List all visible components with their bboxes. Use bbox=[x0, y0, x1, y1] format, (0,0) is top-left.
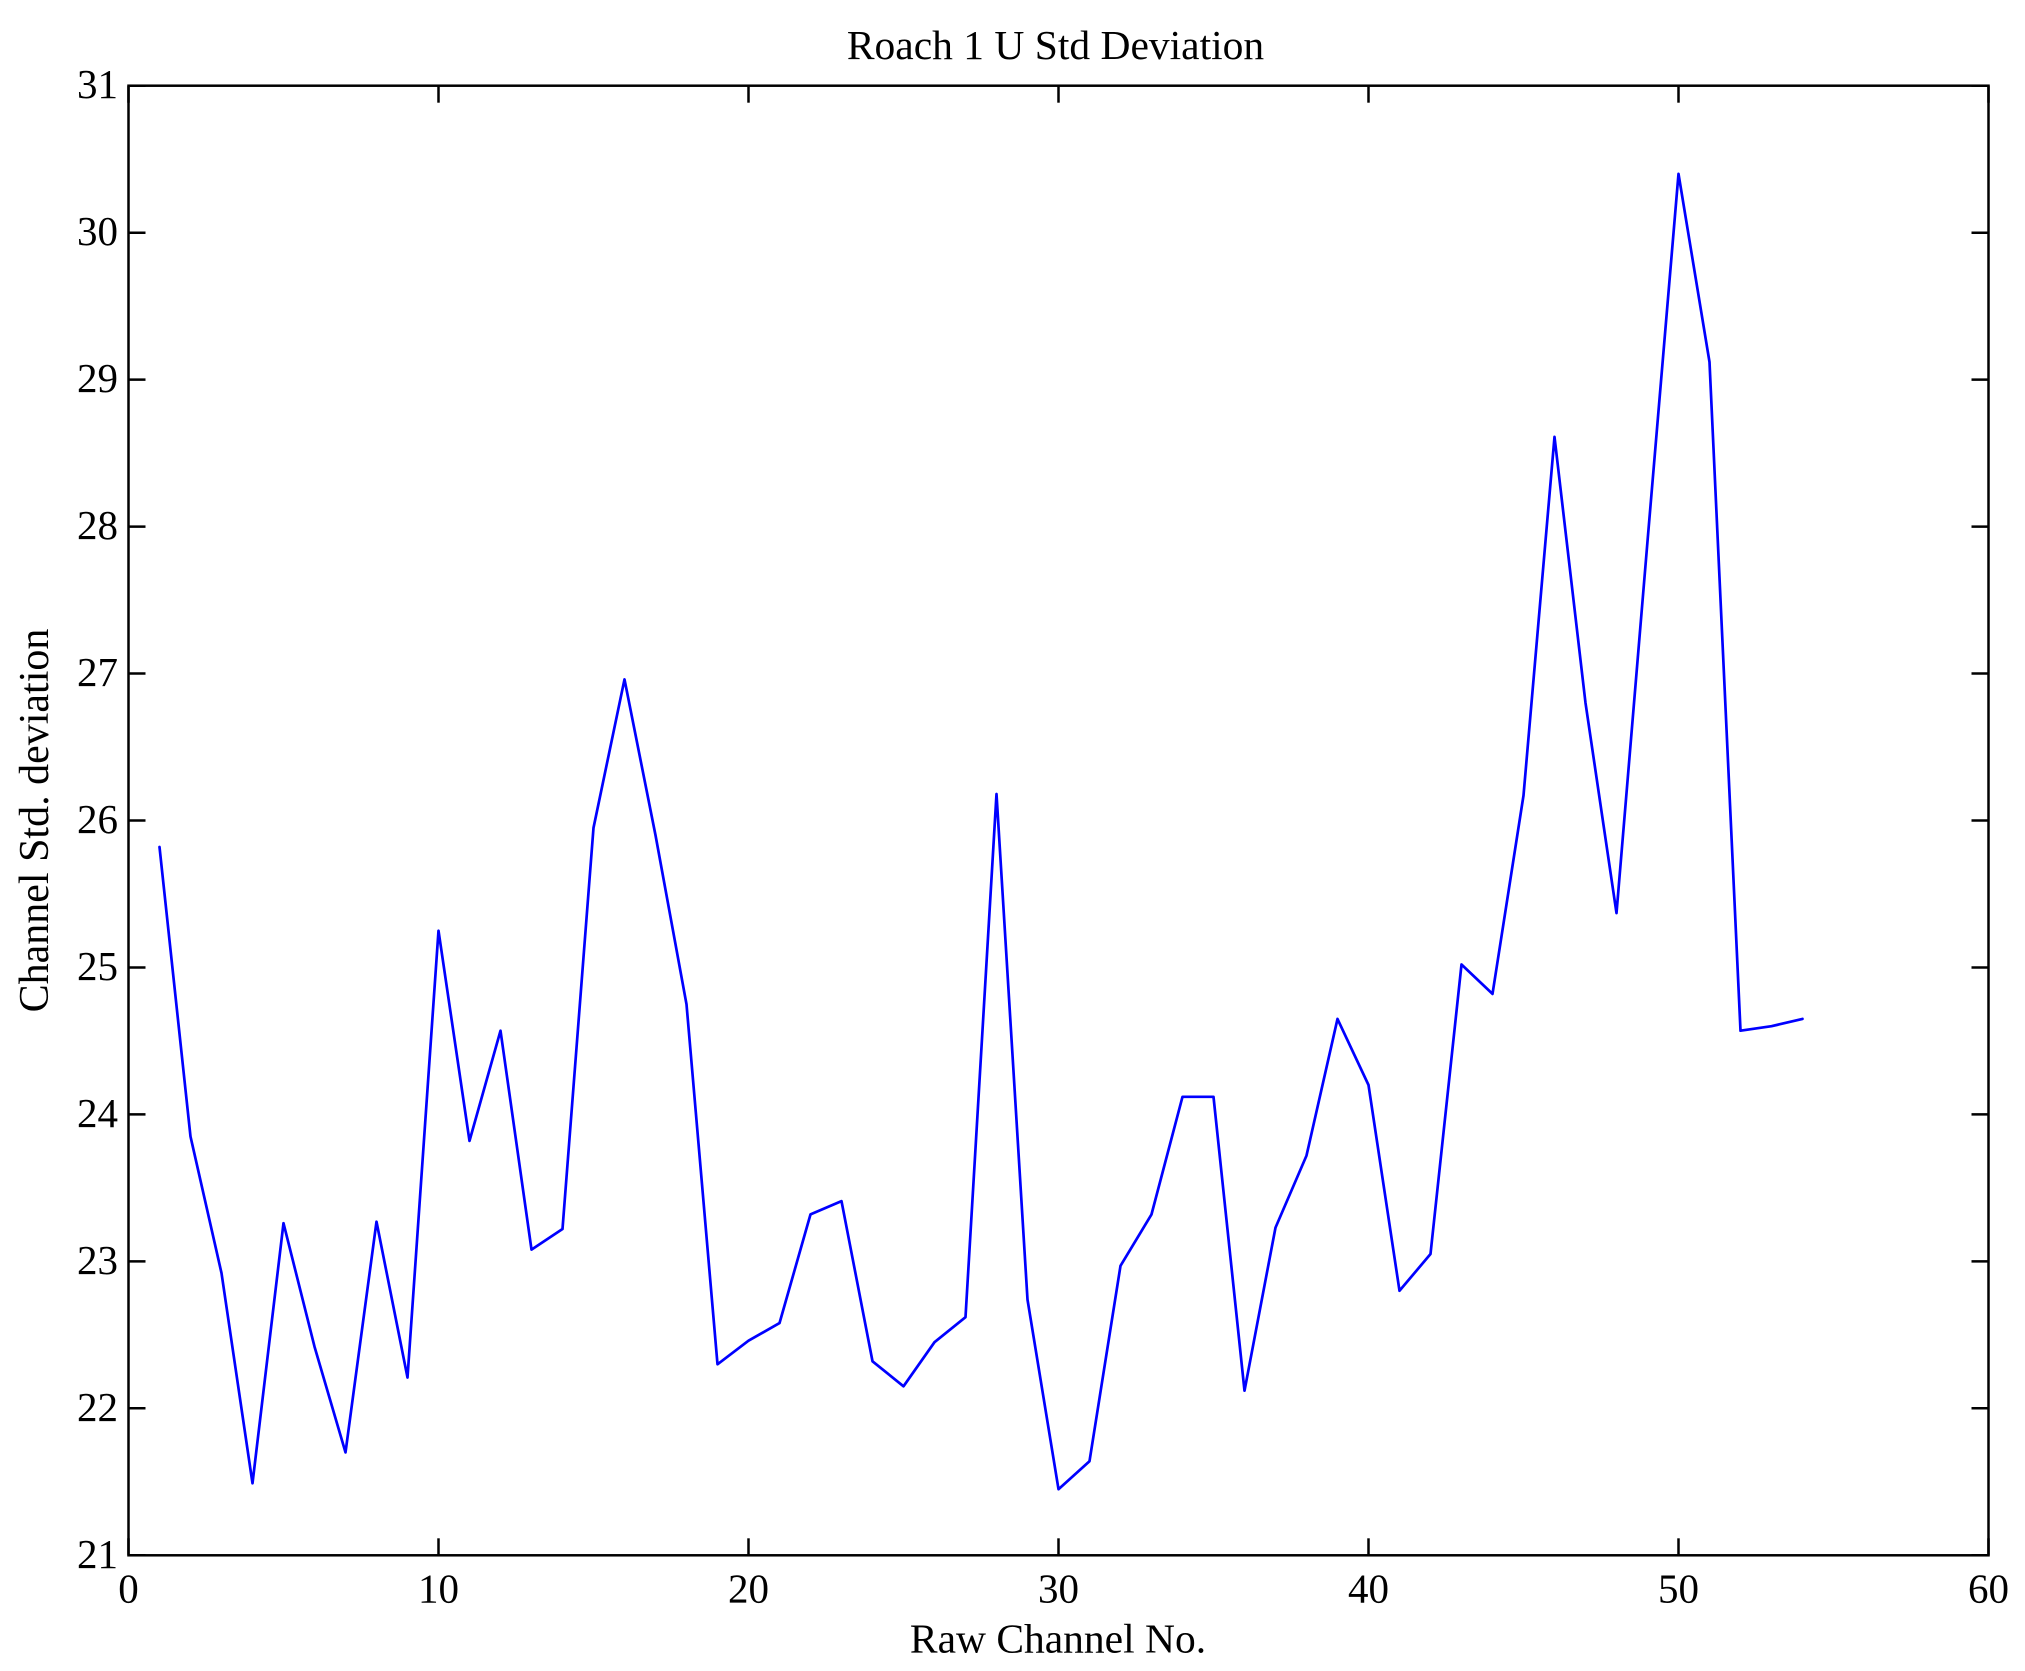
svg-text:28: 28 bbox=[77, 502, 118, 548]
svg-text:Channel Std. deviation: Channel Std. deviation bbox=[12, 629, 58, 1013]
svg-text:10: 10 bbox=[418, 1566, 459, 1612]
svg-text:60: 60 bbox=[1968, 1566, 2009, 1612]
svg-text:Raw Channel No.: Raw Channel No. bbox=[910, 1616, 1206, 1662]
svg-text:29: 29 bbox=[77, 355, 118, 401]
svg-text:50: 50 bbox=[1658, 1566, 1699, 1612]
svg-text:23: 23 bbox=[77, 1237, 118, 1283]
svg-text:40: 40 bbox=[1348, 1566, 1389, 1612]
svg-text:25: 25 bbox=[77, 943, 118, 989]
svg-text:30: 30 bbox=[1038, 1566, 1079, 1612]
svg-text:21: 21 bbox=[77, 1531, 118, 1577]
svg-text:30: 30 bbox=[77, 208, 118, 254]
svg-text:0: 0 bbox=[118, 1566, 139, 1612]
svg-text:31: 31 bbox=[77, 61, 118, 107]
svg-text:26: 26 bbox=[77, 796, 118, 842]
svg-text:22: 22 bbox=[77, 1384, 118, 1430]
svg-text:24: 24 bbox=[77, 1090, 118, 1136]
svg-text:Roach 1 U Std Deviation: Roach 1 U Std Deviation bbox=[847, 22, 1264, 68]
svg-text:27: 27 bbox=[77, 649, 118, 695]
svg-text:20: 20 bbox=[728, 1566, 769, 1612]
